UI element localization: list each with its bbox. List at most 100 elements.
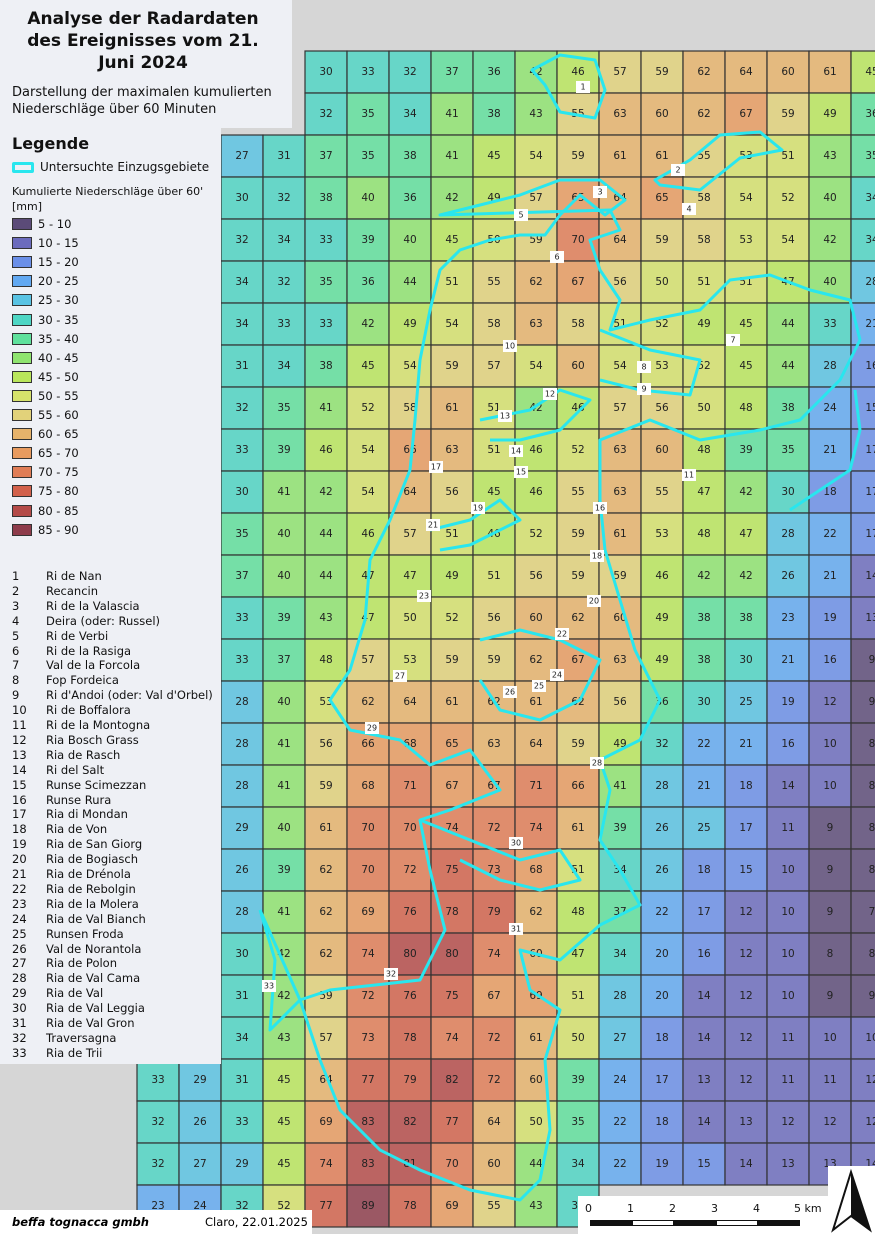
cell-value: 54: [445, 318, 459, 330]
cell-value: 62: [697, 108, 710, 120]
class-swatch: [12, 371, 32, 383]
cell-value: 9: [827, 906, 834, 918]
cell-value: 69: [361, 906, 374, 918]
cell-value: 14: [739, 1158, 753, 1170]
cell-value: 47: [697, 486, 710, 498]
catchment-number: 15: [12, 778, 27, 792]
cell-value: 25: [739, 696, 752, 708]
catchment-label: 27: [395, 672, 405, 681]
cell-value: 22: [613, 1158, 626, 1170]
catchment-number: 7: [12, 658, 19, 672]
cell-value: 56: [319, 738, 333, 750]
cell-value: 83: [361, 1158, 374, 1170]
cell-value: 57: [613, 66, 626, 78]
cell-value: 8: [869, 780, 875, 792]
catchment-label: 5: [518, 211, 523, 220]
cell-value: 48: [319, 654, 332, 666]
scale-label: 1: [627, 1202, 634, 1215]
catchment-label: 1: [580, 83, 585, 92]
cell-value: 12: [739, 1074, 752, 1086]
class-swatch: [12, 275, 32, 287]
cell-value: 72: [487, 1032, 500, 1044]
cell-value: 63: [613, 654, 626, 666]
cell-value: 42: [739, 570, 752, 582]
cell-value: 46: [571, 66, 585, 78]
catchment-label: 6: [554, 253, 559, 262]
cell-value: 53: [403, 654, 416, 666]
catchment-number: 22: [12, 882, 27, 896]
class-label: 65 - 70: [38, 446, 79, 460]
class-swatch: [12, 428, 32, 440]
cell-value: 12: [739, 948, 752, 960]
cell-value: 40: [277, 822, 290, 834]
cell-value: 63: [529, 318, 542, 330]
cell-value: 27: [193, 1158, 206, 1170]
cell-value: 41: [319, 402, 332, 414]
cell-value: 8: [869, 948, 875, 960]
cell-value: 8: [869, 864, 875, 876]
catchment-name: Val de la Forcola: [46, 658, 140, 672]
cell-value: 41: [445, 150, 458, 162]
cell-value: 79: [487, 906, 500, 918]
cell-value: 38: [403, 150, 416, 162]
cell-value: 33: [235, 1116, 248, 1128]
catchment-number: 27: [12, 956, 27, 970]
class-swatch: [12, 466, 32, 478]
cell-value: 62: [319, 906, 332, 918]
cell-value: 52: [361, 402, 374, 414]
scale-label: 3: [711, 1202, 718, 1215]
cell-value: 49: [655, 612, 668, 624]
scale-segment: [758, 1220, 800, 1226]
catchment-label: 11: [684, 471, 694, 480]
cell-value: 60: [571, 360, 584, 372]
cell-value: 45: [487, 150, 500, 162]
catchment-number: 14: [12, 763, 27, 777]
cell-value: 42: [823, 234, 836, 246]
cell-value: 53: [655, 360, 668, 372]
cell-value: 24: [823, 402, 837, 414]
class-label: 25 - 30: [38, 293, 79, 307]
cell-value: 27: [613, 1032, 626, 1044]
catchment-label: 19: [473, 504, 483, 513]
cell-value: 41: [277, 780, 290, 792]
cell-value: 17: [865, 528, 875, 540]
catchment-name: Fop Fordeica: [46, 673, 119, 687]
cell-value: 13: [739, 1116, 752, 1128]
cell-value: 41: [277, 906, 290, 918]
cell-value: 32: [277, 192, 290, 204]
cell-value: 68: [361, 780, 374, 792]
cell-value: 66: [571, 780, 585, 792]
cell-value: 16: [865, 360, 875, 372]
catchment-label: 25: [534, 682, 544, 691]
cell-value: 62: [319, 864, 332, 876]
catchment-name: Ri de Boffalora: [46, 703, 131, 717]
cell-value: 35: [571, 1116, 584, 1128]
catchment-number: 12: [12, 733, 27, 747]
cell-value: 43: [529, 108, 542, 120]
class-swatch: [12, 524, 32, 536]
cell-value: 56: [613, 276, 627, 288]
catchment-number: 19: [12, 837, 27, 851]
cell-value: 61: [529, 696, 542, 708]
cell-value: 70: [403, 822, 416, 834]
cell-value: 44: [319, 528, 333, 540]
cell-value: 76: [403, 906, 417, 918]
class-swatch: [12, 505, 32, 517]
cell-value: 55: [487, 276, 500, 288]
cell-value: 62: [361, 696, 374, 708]
cell-value: 56: [655, 402, 669, 414]
cell-value: 12: [865, 1074, 875, 1086]
catchment-name: Ria de Trii: [46, 1046, 102, 1060]
class-swatch: [12, 237, 32, 249]
cell-value: 28: [235, 696, 248, 708]
cell-value: 67: [571, 654, 584, 666]
cell-value: 10: [781, 948, 794, 960]
cell-value: 56: [613, 696, 627, 708]
cell-value: 64: [613, 234, 627, 246]
class-swatch: [12, 390, 32, 402]
cell-value: 8: [869, 738, 875, 750]
catchment-name: Ria de Val: [46, 986, 103, 1000]
catchment-label: 8: [641, 363, 646, 372]
catchment-name: Runse Scimezzan: [46, 778, 146, 792]
class-label: 80 - 85: [38, 504, 79, 518]
